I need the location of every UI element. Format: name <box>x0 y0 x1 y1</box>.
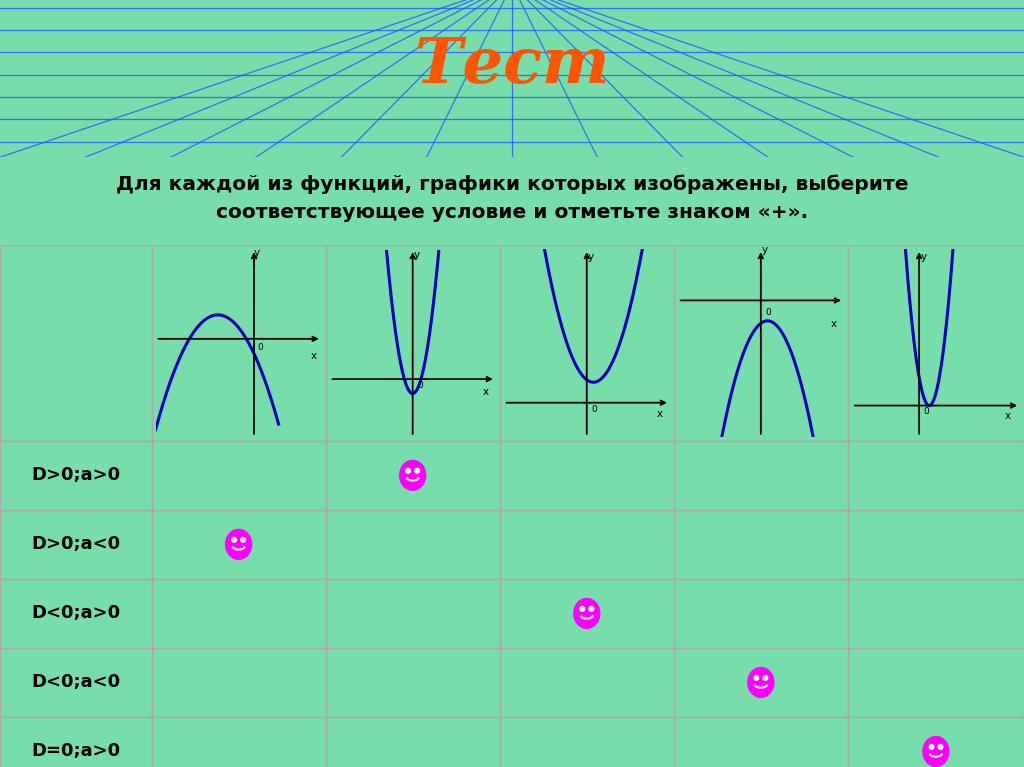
Text: y: y <box>922 252 927 262</box>
Text: 0: 0 <box>258 343 263 352</box>
Bar <box>500 579 674 648</box>
Text: 0: 0 <box>765 308 771 317</box>
Circle shape <box>406 469 411 473</box>
Text: соответствующее условие и отметьте знаком «+».: соответствующее условие и отметьте знако… <box>216 203 808 222</box>
Bar <box>152 245 326 441</box>
Bar <box>500 717 674 767</box>
Circle shape <box>231 538 237 542</box>
Text: x: x <box>1005 410 1011 420</box>
Text: D=0;a>0: D=0;a>0 <box>31 742 121 760</box>
Bar <box>152 579 326 648</box>
Text: 0: 0 <box>417 381 423 390</box>
Bar <box>848 510 1024 579</box>
Ellipse shape <box>225 529 252 559</box>
Bar <box>152 648 326 717</box>
Text: Для каждой из функций, графики которых изображены, выберите: Для каждой из функций, графики которых и… <box>116 174 908 194</box>
Bar <box>326 717 500 767</box>
Circle shape <box>929 745 934 749</box>
Text: x: x <box>482 387 488 397</box>
Bar <box>500 245 674 441</box>
Ellipse shape <box>573 598 600 628</box>
Text: D>0;a>0: D>0;a>0 <box>31 466 121 484</box>
Ellipse shape <box>748 667 774 697</box>
Text: 0: 0 <box>591 405 597 414</box>
Bar <box>848 579 1024 648</box>
Circle shape <box>589 607 594 611</box>
Circle shape <box>763 676 768 680</box>
Bar <box>0 648 152 717</box>
Text: Тест: Тест <box>415 35 609 97</box>
Text: y: y <box>414 250 420 260</box>
Ellipse shape <box>923 736 949 766</box>
Bar <box>674 648 848 717</box>
Bar <box>500 441 674 510</box>
Bar <box>326 441 500 510</box>
Bar <box>0 510 152 579</box>
Bar <box>0 245 152 441</box>
Text: x: x <box>310 351 316 361</box>
Bar <box>326 579 500 648</box>
Text: D<0;a<0: D<0;a<0 <box>31 673 121 691</box>
Bar <box>326 648 500 717</box>
Text: y: y <box>588 252 594 262</box>
Circle shape <box>415 469 420 473</box>
Bar <box>500 648 674 717</box>
Bar <box>0 441 152 510</box>
Text: x: x <box>830 319 837 329</box>
Bar <box>674 441 848 510</box>
Circle shape <box>241 538 246 542</box>
Bar <box>0 717 152 767</box>
Bar <box>848 245 1024 441</box>
Ellipse shape <box>399 460 426 490</box>
Bar <box>326 245 500 441</box>
Bar <box>674 245 848 441</box>
Bar <box>674 579 848 648</box>
Bar <box>848 441 1024 510</box>
Bar <box>500 510 674 579</box>
Bar <box>326 510 500 579</box>
Text: x: x <box>656 409 663 419</box>
Bar <box>674 510 848 579</box>
Bar <box>674 717 848 767</box>
Circle shape <box>580 607 585 611</box>
Bar <box>152 441 326 510</box>
Bar <box>152 510 326 579</box>
Text: 0: 0 <box>924 407 930 416</box>
Text: D>0;a<0: D>0;a<0 <box>31 535 121 553</box>
Circle shape <box>938 745 943 749</box>
Text: y: y <box>762 245 768 255</box>
Bar <box>848 648 1024 717</box>
Circle shape <box>754 676 759 680</box>
Text: D<0;a>0: D<0;a>0 <box>31 604 121 622</box>
Bar <box>0 579 152 648</box>
Bar <box>152 717 326 767</box>
Bar <box>848 717 1024 767</box>
Text: y: y <box>254 248 260 258</box>
